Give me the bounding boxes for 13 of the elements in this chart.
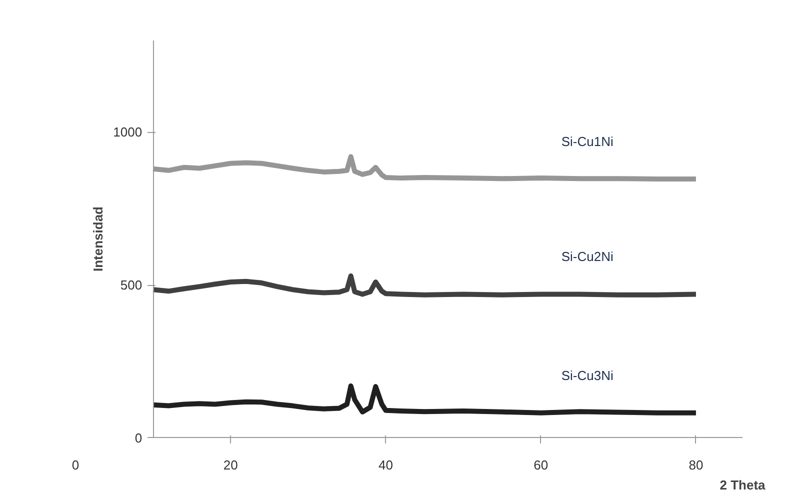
x-tick-label: 0	[72, 458, 80, 472]
x-tick-label: 20	[223, 458, 238, 472]
y-tick-label: 0	[134, 430, 142, 446]
x-tick-label: 40	[378, 458, 393, 472]
x-tick-label: 80	[688, 458, 704, 472]
text: Si-Cu1Ni	[561, 134, 614, 149]
x-axis-title: 2 Theta	[720, 478, 766, 492]
y-tick-label: 1000	[113, 124, 142, 140]
x-tick-label: 60	[534, 458, 548, 472]
y-tick-label: 500	[120, 278, 142, 293]
text: Si-Cu2Ni	[561, 249, 614, 264]
text: Si-Cu3Ni	[561, 368, 614, 383]
y-axis-title: Intensidad	[90, 206, 106, 272]
